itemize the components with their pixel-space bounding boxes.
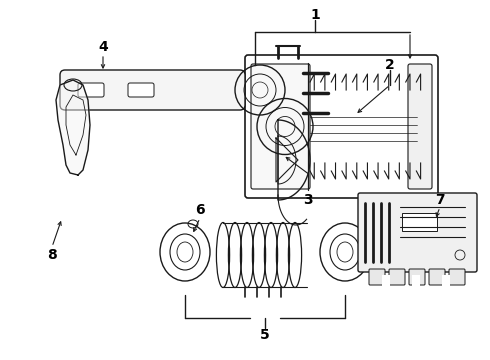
Text: 2: 2 [385, 58, 395, 72]
FancyBboxPatch shape [409, 269, 425, 285]
FancyBboxPatch shape [251, 64, 310, 189]
FancyBboxPatch shape [389, 269, 405, 285]
Bar [402, 213, 437, 231]
FancyBboxPatch shape [128, 83, 154, 97]
FancyBboxPatch shape [245, 55, 438, 198]
Bar [382, 275, 390, 289]
Text: 5: 5 [260, 328, 270, 342]
FancyBboxPatch shape [358, 193, 477, 272]
Polygon shape [56, 80, 90, 175]
FancyBboxPatch shape [369, 269, 385, 285]
Bar [412, 275, 420, 289]
Text: 1: 1 [310, 8, 320, 22]
Text: 7: 7 [435, 193, 445, 207]
Text: 8: 8 [47, 248, 57, 262]
Text: 3: 3 [303, 193, 313, 207]
FancyBboxPatch shape [60, 70, 245, 110]
Bar [442, 275, 450, 289]
FancyBboxPatch shape [449, 269, 465, 285]
Text: 4: 4 [98, 40, 108, 54]
Text: 6: 6 [195, 203, 205, 217]
FancyBboxPatch shape [429, 269, 445, 285]
FancyBboxPatch shape [408, 64, 432, 189]
FancyBboxPatch shape [78, 83, 104, 97]
